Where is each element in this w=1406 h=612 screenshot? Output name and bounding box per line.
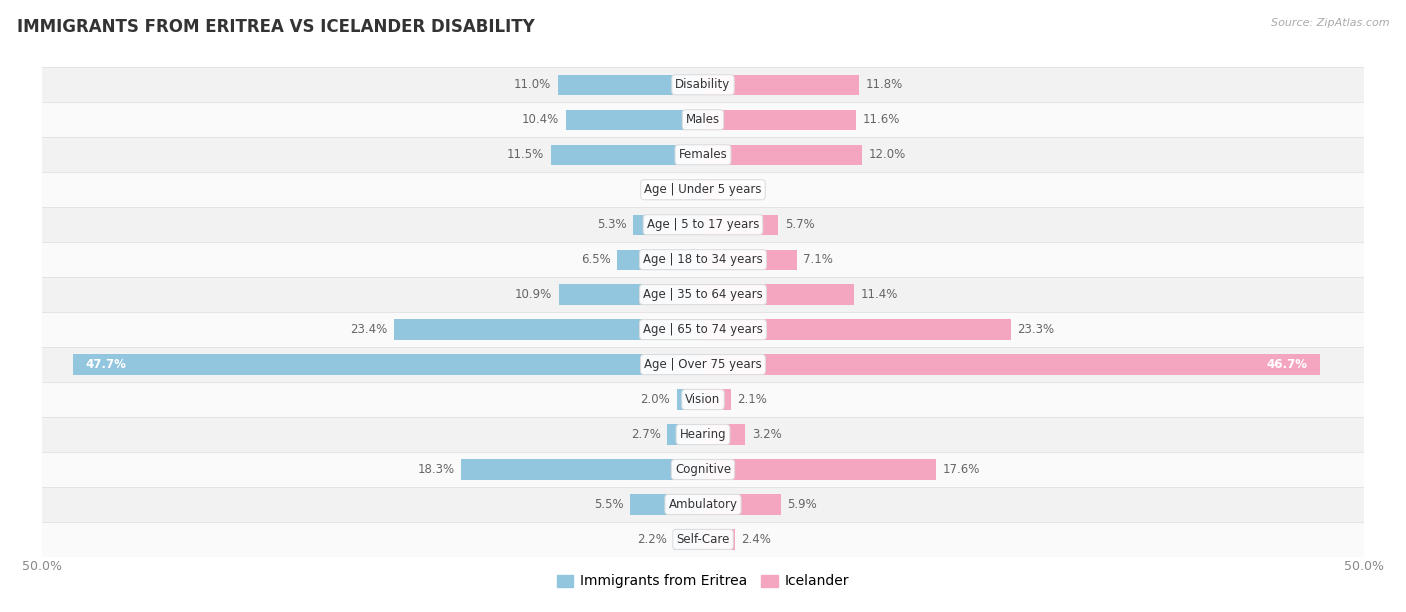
Text: Ambulatory: Ambulatory	[668, 498, 738, 511]
Text: 5.9%: 5.9%	[787, 498, 817, 511]
Text: 11.5%: 11.5%	[508, 148, 544, 161]
Bar	[42, 277, 1364, 312]
Bar	[42, 137, 1364, 172]
Text: Source: ZipAtlas.com: Source: ZipAtlas.com	[1271, 18, 1389, 28]
Bar	[703, 389, 731, 409]
Text: Age | Over 75 years: Age | Over 75 years	[644, 358, 762, 371]
Text: 5.3%: 5.3%	[596, 218, 626, 231]
Text: 7.1%: 7.1%	[803, 253, 834, 266]
Bar	[688, 179, 703, 200]
Bar	[42, 522, 1364, 557]
Text: 5.7%: 5.7%	[785, 218, 814, 231]
Text: Hearing: Hearing	[679, 428, 727, 441]
Bar	[703, 179, 718, 200]
Bar	[394, 319, 703, 340]
Bar	[42, 382, 1364, 417]
Bar	[617, 250, 703, 270]
Bar	[703, 144, 862, 165]
Text: Age | 18 to 34 years: Age | 18 to 34 years	[643, 253, 763, 266]
Text: Vision: Vision	[685, 393, 721, 406]
Bar	[633, 215, 703, 235]
Bar	[42, 207, 1364, 242]
Bar	[42, 487, 1364, 522]
Text: 23.3%: 23.3%	[1018, 323, 1054, 336]
Text: 5.5%: 5.5%	[595, 498, 624, 511]
Text: 10.4%: 10.4%	[522, 113, 560, 126]
Bar	[42, 452, 1364, 487]
Bar	[42, 242, 1364, 277]
Text: Cognitive: Cognitive	[675, 463, 731, 476]
Bar	[461, 460, 703, 480]
Text: 10.9%: 10.9%	[515, 288, 553, 301]
Text: 2.4%: 2.4%	[741, 533, 772, 546]
Bar	[73, 354, 703, 375]
Text: 23.4%: 23.4%	[350, 323, 387, 336]
Bar	[703, 250, 797, 270]
Text: 12.0%: 12.0%	[868, 148, 905, 161]
Text: 2.2%: 2.2%	[637, 533, 668, 546]
Bar	[42, 417, 1364, 452]
Text: Age | Under 5 years: Age | Under 5 years	[644, 183, 762, 196]
Text: 11.6%: 11.6%	[863, 113, 900, 126]
Text: Disability: Disability	[675, 78, 731, 91]
Bar	[703, 494, 780, 515]
Bar	[42, 67, 1364, 102]
Bar	[42, 102, 1364, 137]
Bar	[703, 75, 859, 95]
Text: 11.8%: 11.8%	[866, 78, 903, 91]
Bar	[676, 389, 703, 409]
Bar	[703, 424, 745, 445]
Legend: Immigrants from Eritrea, Icelander: Immigrants from Eritrea, Icelander	[551, 569, 855, 594]
Bar	[565, 110, 703, 130]
Bar	[703, 285, 853, 305]
Text: 6.5%: 6.5%	[581, 253, 610, 266]
Bar	[703, 529, 735, 550]
Bar	[630, 494, 703, 515]
Text: Self-Care: Self-Care	[676, 533, 730, 546]
Bar	[551, 144, 703, 165]
Bar	[42, 347, 1364, 382]
Bar	[703, 110, 856, 130]
Text: 3.2%: 3.2%	[752, 428, 782, 441]
Text: Age | 5 to 17 years: Age | 5 to 17 years	[647, 218, 759, 231]
Text: 2.1%: 2.1%	[737, 393, 768, 406]
Bar	[42, 312, 1364, 347]
Bar	[703, 319, 1011, 340]
Bar	[703, 354, 1320, 375]
Bar	[668, 424, 703, 445]
Text: Males: Males	[686, 113, 720, 126]
Bar	[673, 529, 703, 550]
Text: 2.7%: 2.7%	[631, 428, 661, 441]
Text: 1.2%: 1.2%	[725, 183, 755, 196]
Bar	[703, 215, 779, 235]
Text: 47.7%: 47.7%	[86, 358, 127, 371]
Text: Age | 65 to 74 years: Age | 65 to 74 years	[643, 323, 763, 336]
Text: IMMIGRANTS FROM ERITREA VS ICELANDER DISABILITY: IMMIGRANTS FROM ERITREA VS ICELANDER DIS…	[17, 18, 534, 36]
Text: Age | 35 to 64 years: Age | 35 to 64 years	[643, 288, 763, 301]
Text: 46.7%: 46.7%	[1265, 358, 1308, 371]
Text: 11.0%: 11.0%	[513, 78, 551, 91]
Text: 2.0%: 2.0%	[640, 393, 669, 406]
Bar	[560, 285, 703, 305]
Text: 1.2%: 1.2%	[651, 183, 681, 196]
Text: 17.6%: 17.6%	[942, 463, 980, 476]
Text: 18.3%: 18.3%	[418, 463, 454, 476]
Bar	[42, 172, 1364, 207]
Text: Females: Females	[679, 148, 727, 161]
Bar	[703, 460, 935, 480]
Bar	[558, 75, 703, 95]
Text: 11.4%: 11.4%	[860, 288, 897, 301]
